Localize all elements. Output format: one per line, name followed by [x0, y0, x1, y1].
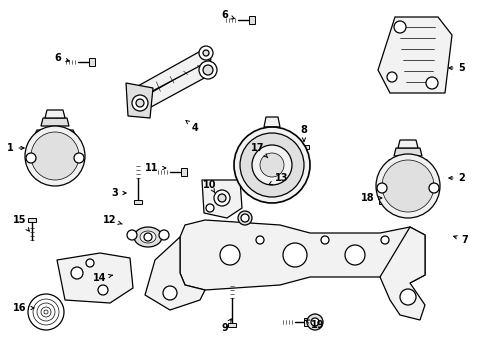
Circle shape	[320, 236, 328, 244]
Polygon shape	[145, 237, 204, 310]
Text: 14: 14	[93, 273, 112, 283]
Circle shape	[132, 95, 148, 111]
Polygon shape	[248, 16, 254, 24]
Circle shape	[220, 245, 240, 265]
Circle shape	[74, 153, 84, 163]
Text: 19: 19	[305, 320, 324, 330]
Text: 6: 6	[55, 53, 69, 63]
Polygon shape	[126, 83, 153, 118]
Circle shape	[218, 194, 225, 202]
Circle shape	[199, 61, 217, 79]
Polygon shape	[379, 227, 424, 320]
Circle shape	[98, 285, 108, 295]
Circle shape	[25, 126, 85, 186]
Text: 3: 3	[111, 188, 126, 198]
Polygon shape	[33, 130, 77, 156]
Circle shape	[240, 133, 304, 197]
Circle shape	[234, 127, 309, 203]
Circle shape	[306, 314, 323, 330]
Circle shape	[399, 289, 415, 305]
Circle shape	[386, 72, 396, 82]
Text: 2: 2	[448, 173, 465, 183]
Text: 16: 16	[13, 303, 34, 313]
Polygon shape	[89, 58, 95, 66]
Circle shape	[283, 243, 306, 267]
Polygon shape	[134, 200, 142, 204]
Circle shape	[380, 236, 388, 244]
Polygon shape	[301, 145, 308, 149]
Ellipse shape	[140, 231, 156, 243]
Circle shape	[143, 233, 152, 241]
Polygon shape	[41, 118, 69, 126]
Polygon shape	[393, 148, 421, 156]
Circle shape	[375, 154, 439, 218]
Text: 9: 9	[221, 319, 231, 333]
Circle shape	[203, 65, 213, 75]
Polygon shape	[377, 17, 451, 93]
Text: 13: 13	[268, 173, 288, 185]
Text: 17: 17	[251, 143, 267, 158]
Circle shape	[26, 153, 36, 163]
Circle shape	[393, 21, 405, 33]
Circle shape	[136, 99, 143, 107]
Circle shape	[310, 318, 318, 326]
Circle shape	[199, 46, 213, 60]
Circle shape	[345, 245, 364, 265]
Text: 1: 1	[7, 143, 24, 153]
Text: 15: 15	[13, 215, 29, 231]
Polygon shape	[397, 140, 417, 148]
Circle shape	[31, 132, 79, 180]
Polygon shape	[202, 180, 242, 218]
Polygon shape	[181, 168, 186, 176]
Circle shape	[163, 286, 177, 300]
Circle shape	[214, 190, 229, 206]
Polygon shape	[133, 63, 207, 113]
Circle shape	[205, 204, 214, 212]
Circle shape	[203, 50, 208, 56]
Circle shape	[86, 259, 94, 267]
Text: 4: 4	[185, 121, 198, 133]
Circle shape	[238, 211, 251, 225]
Text: 10: 10	[203, 180, 216, 193]
Polygon shape	[180, 220, 424, 290]
Circle shape	[127, 230, 137, 240]
Circle shape	[71, 267, 83, 279]
Circle shape	[256, 236, 264, 244]
Polygon shape	[384, 160, 430, 186]
Circle shape	[159, 230, 169, 240]
Circle shape	[381, 160, 433, 212]
Text: 5: 5	[448, 63, 465, 73]
Circle shape	[376, 183, 386, 193]
Circle shape	[428, 183, 438, 193]
Text: 7: 7	[453, 235, 468, 245]
Ellipse shape	[134, 227, 162, 247]
Text: 18: 18	[361, 193, 381, 203]
Circle shape	[251, 145, 291, 185]
Text: 11: 11	[145, 163, 165, 173]
Polygon shape	[138, 48, 210, 96]
Circle shape	[241, 214, 248, 222]
Text: 12: 12	[103, 215, 122, 225]
Text: 8: 8	[300, 125, 307, 141]
Polygon shape	[57, 253, 133, 303]
Circle shape	[260, 153, 284, 177]
Polygon shape	[227, 323, 236, 327]
Polygon shape	[378, 196, 384, 204]
Polygon shape	[264, 117, 280, 127]
Polygon shape	[28, 218, 36, 222]
Polygon shape	[45, 110, 65, 118]
Polygon shape	[304, 318, 309, 326]
Text: 6: 6	[221, 10, 234, 20]
Circle shape	[425, 77, 437, 89]
